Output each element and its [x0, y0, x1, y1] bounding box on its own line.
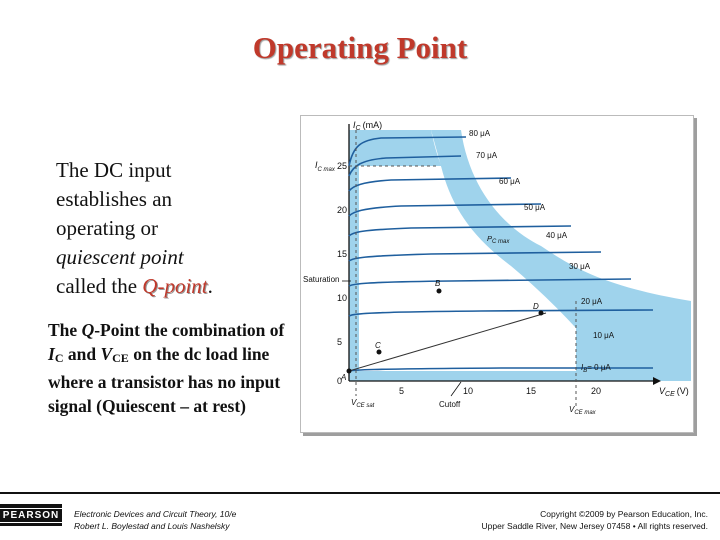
- svg-text:VCE sat: VCE sat: [351, 398, 375, 409]
- label-80ua: 80 μA: [469, 129, 491, 138]
- def-vce-sub: CE: [112, 351, 129, 365]
- copyright-line-2: Upper Saddle River, New Jersey 07458 • A…: [481, 521, 708, 531]
- characteristics-plot: IC (mA) IC max 25 20 15 10 5 0 5 10 15 20…: [303, 120, 691, 416]
- curve-10: [348, 309, 654, 317]
- curve-30: [348, 251, 602, 262]
- intro-line-5-post: .: [207, 274, 213, 298]
- curve-40: [348, 225, 572, 237]
- publisher-logo-text: PEARSON: [0, 507, 64, 523]
- icmax-symbol: I: [315, 160, 318, 170]
- svg-text:IC(mA): IC (mA): [353, 120, 382, 132]
- def-ic: I: [48, 344, 55, 364]
- def-text-c: and: [63, 344, 101, 364]
- pcmax-sub: C max: [492, 239, 510, 245]
- def-vce: V: [100, 344, 113, 364]
- intro-line-5-pre: called the: [56, 274, 143, 298]
- definition-paragraph: The Q-Point the combination of IC and VC…: [48, 318, 303, 418]
- y-axis-unit: (mA): [363, 120, 383, 130]
- x-axis-symbol: V: [659, 386, 666, 396]
- svg-text:PC max: PC max: [487, 234, 510, 245]
- y-tick-0: 0: [337, 376, 342, 386]
- point-A: [346, 368, 352, 374]
- def-text-a: The: [48, 320, 82, 340]
- q-point-term: Q-point: [142, 274, 208, 298]
- x-tick-5: 5: [399, 386, 404, 396]
- point-C-label: C: [375, 341, 381, 350]
- y-tick-5: 5: [337, 337, 342, 347]
- x-tick-15: 15: [526, 386, 536, 396]
- copyright-notice: Copyright ©2009 by Pearson Education, In…: [482, 508, 708, 532]
- y-tick-15: 15: [337, 249, 347, 259]
- vcemax-sub: CE max: [574, 410, 596, 416]
- label-40ua: 40 μA: [546, 231, 568, 240]
- book-title: Electronic Devices and Circuit Theory, 1…: [74, 509, 237, 519]
- y-tick-20: 20: [337, 205, 347, 215]
- svg-text:VCE max: VCE max: [569, 405, 597, 416]
- intro-line-3: operating or: [56, 216, 159, 240]
- label-0ua: = 0 μA: [587, 363, 611, 372]
- label-ib-sub: B: [583, 368, 587, 374]
- pcmax-region: [431, 130, 691, 356]
- point-D: [538, 310, 544, 316]
- copyright-line-1: Copyright ©2009 by Pearson Education, In…: [540, 509, 708, 519]
- curve-60: [348, 177, 512, 192]
- saturation-region: [349, 130, 359, 378]
- point-C: [376, 349, 382, 355]
- saturation-label: Saturation: [303, 275, 339, 284]
- x-axis-unit: (V): [677, 386, 689, 396]
- slide-title: Operating Point: [252, 30, 468, 65]
- curve-50: [348, 203, 542, 217]
- def-q: Q: [81, 320, 95, 340]
- vcesat-sub: CE sat: [356, 403, 374, 409]
- svg-text:IB= 0 μA: IB= 0 μA: [581, 363, 611, 374]
- intro-line-4: quiescent point: [56, 245, 184, 269]
- cutoff-label: Cutoff: [439, 400, 461, 409]
- label-20ua: 20 μA: [581, 297, 603, 306]
- def-text-d: on the dc load line where a transistor h…: [48, 344, 281, 416]
- curve-80: [348, 136, 467, 167]
- def-ic-sub: C: [54, 351, 64, 365]
- icmax-sub: C max: [318, 167, 336, 173]
- label-50ua: 50 μA: [524, 203, 546, 212]
- curve-70: [348, 155, 462, 177]
- book-citation: Electronic Devices and Circuit Theory, 1…: [74, 508, 236, 532]
- footer-divider: [0, 492, 720, 494]
- vcesat-symbol: V: [351, 398, 357, 407]
- intro-paragraph: The DC input establishes an operating or…: [56, 156, 306, 301]
- intro-line-5: called the Q-point.: [56, 272, 306, 301]
- def-text-b: -Point the combination of: [94, 320, 285, 340]
- x-axis-sub: CE: [665, 391, 675, 398]
- y-tick-25: 25: [337, 161, 347, 171]
- x-tick-20: 20: [591, 386, 601, 396]
- point-B: [436, 288, 442, 294]
- y-axis-symbol: I: [353, 120, 356, 130]
- x-tick-10: 10: [463, 386, 473, 396]
- point-D-label: D: [533, 302, 539, 311]
- pcmax-symbol: P: [487, 234, 492, 243]
- svg-text:IC max: IC max: [315, 160, 336, 173]
- cutoff-region: [349, 371, 691, 381]
- intro-line-1: The DC input: [56, 158, 172, 182]
- book-authors: Robert L. Boylestad and Louis Nashelsky: [74, 521, 230, 531]
- label-60ua: 60 μA: [499, 177, 521, 186]
- y-axis-sub: C: [356, 125, 362, 132]
- intro-line-2: establishes an: [56, 187, 173, 211]
- publisher-logo: PEARSON: [0, 504, 64, 526]
- x-axis-arrow: [653, 377, 661, 385]
- vcemax-symbol: V: [569, 405, 575, 414]
- transistor-characteristics-figure: IC (mA) IC max 25 20 15 10 5 0 5 10 15 20…: [300, 115, 694, 433]
- svg-text:VCE(V): VCE (V): [659, 386, 689, 398]
- load-line: [348, 312, 547, 372]
- point-A-label: A: [340, 373, 346, 382]
- label-ib-symbol: I: [581, 363, 584, 372]
- curve-20: [348, 278, 632, 287]
- label-70ua: 70 μA: [476, 151, 498, 160]
- label-10ua: 10 μA: [593, 331, 615, 340]
- y-tick-10: 10: [337, 293, 347, 303]
- label-30ua: 30 μA: [569, 262, 591, 271]
- point-B-label: B: [435, 279, 441, 288]
